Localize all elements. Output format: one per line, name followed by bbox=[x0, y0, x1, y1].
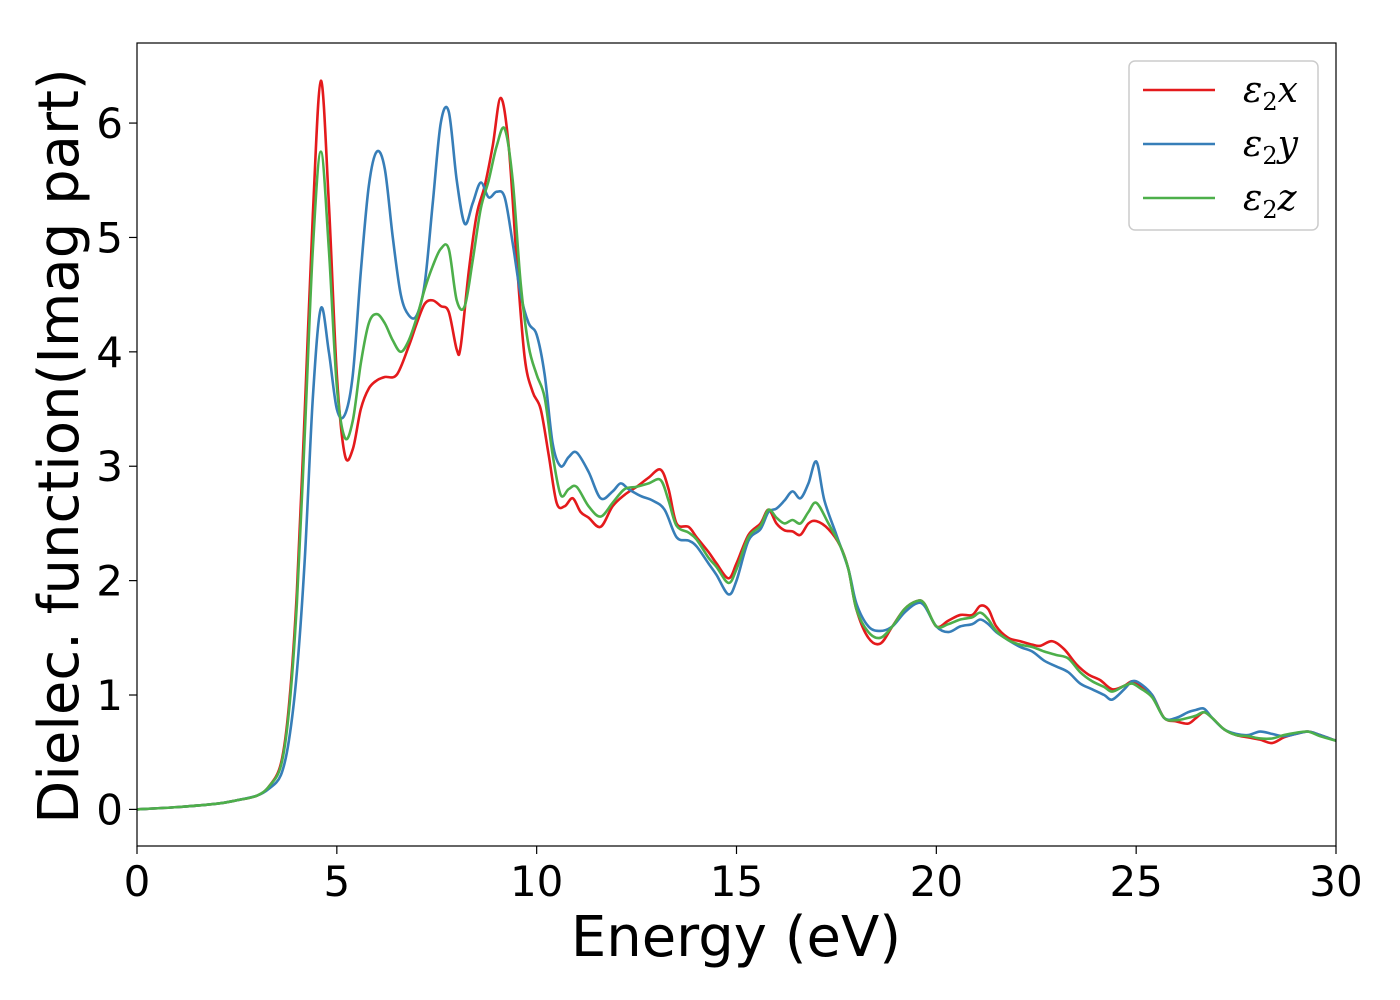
y-tick-label: 2 bbox=[96, 557, 123, 606]
x-tick-label: 5 bbox=[323, 857, 350, 906]
x-tick-label: 20 bbox=[910, 857, 963, 906]
series-layer bbox=[136, 79, 1337, 811]
x-tick-label: 25 bbox=[1109, 857, 1162, 906]
y-tick-label: 5 bbox=[96, 213, 123, 262]
x-tick-label: 10 bbox=[510, 857, 563, 906]
x-tick-label: 30 bbox=[1309, 857, 1362, 906]
legend-label-z: ε2z bbox=[1243, 178, 1298, 224]
y-tick-label: 1 bbox=[96, 671, 123, 720]
y-tick-label: 3 bbox=[96, 442, 123, 491]
series-line-y bbox=[136, 105, 1337, 811]
y-axis-ticks: 0 1 2 3 4 5 6 bbox=[96, 99, 137, 834]
legend: ε2x ε2y ε2z bbox=[1128, 60, 1319, 231]
x-tick-label: 0 bbox=[124, 857, 151, 906]
x-tick-label: 15 bbox=[710, 857, 763, 906]
y-tick-label: 0 bbox=[96, 785, 123, 834]
legend-box bbox=[1128, 60, 1319, 231]
legend-label-y: ε2y bbox=[1243, 124, 1299, 170]
x-axis-label: Energy (eV) bbox=[571, 905, 901, 970]
series-line-z bbox=[136, 126, 1337, 811]
y-tick-label: 6 bbox=[96, 99, 123, 148]
legend-label-x: ε2x bbox=[1243, 70, 1298, 116]
x-axis-ticks: 0 5 10 15 20 25 30 bbox=[124, 846, 1363, 906]
y-axis-label: Dielec. function(Imag part) bbox=[27, 68, 92, 824]
y-tick-label: 4 bbox=[96, 328, 123, 377]
